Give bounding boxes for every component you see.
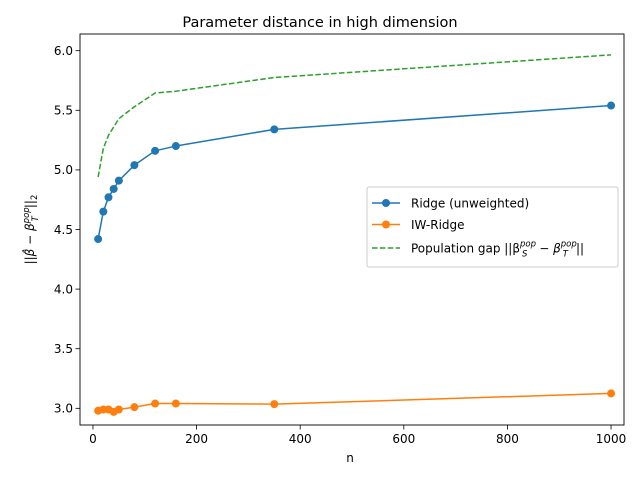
data-point-ridge [114, 176, 123, 185]
legend-item-population-gap: Population gap ||βpop S − βpop T || [372, 240, 584, 260]
legend-label-iw-ridge: IW-Ridge [411, 218, 465, 232]
x-tick-label: 800 [496, 432, 519, 446]
data-point-iw-ridge [130, 403, 139, 412]
data-point-ridge [171, 142, 180, 151]
data-point-ridge [607, 101, 616, 110]
legend: Ridge (unweighted) IW-Ridge Population g… [366, 186, 619, 268]
legend-item-ridge: Ridge (unweighted) [372, 197, 529, 211]
x-tick-label: 200 [185, 432, 208, 446]
y-label-minus: − β [23, 223, 37, 249]
data-point-ridge [94, 235, 103, 244]
y-tick-label: 3.0 [54, 402, 73, 416]
data-point-iw-ridge [270, 400, 279, 409]
y-tick-label: 6.0 [54, 44, 73, 58]
legend-item-iw-ridge: IW-Ridge [372, 218, 465, 232]
data-point-ridge [104, 193, 113, 202]
y-tick-label: 3.5 [54, 342, 73, 356]
data-point-iw-ridge [151, 399, 160, 408]
legend-marker-iw-ridge [382, 220, 390, 229]
data-point-ridge [109, 184, 118, 193]
y-axis: 3.0 3.5 4.0 4.5 5.0 5.5 6.0 [54, 44, 80, 416]
series-line-population-gap [97, 54, 612, 178]
x-tick-label: 400 [289, 432, 312, 446]
y-label-sub: T [31, 215, 41, 221]
data-point-iw-ridge [114, 405, 123, 414]
series-layer [94, 54, 616, 416]
chart-title: Parameter distance in high dimension [182, 15, 457, 31]
y-axis-label: ||β̂ − βpopT||2 [21, 195, 41, 265]
y-tick-label: 4.0 [54, 282, 73, 296]
data-point-iw-ridge [607, 389, 616, 398]
data-point-ridge [270, 125, 279, 134]
y-label-sup: pop [22, 207, 32, 224]
y-tick-label: 5.5 [54, 104, 73, 118]
y-label-beta-hat: β̂ [21, 248, 37, 257]
series-line-ridge [97, 104, 612, 240]
y-label-tail-sub: 2 [30, 195, 40, 200]
y-tick-label: 5.0 [54, 163, 73, 177]
data-point-ridge [151, 146, 160, 155]
y-label-tail: || [23, 200, 37, 208]
x-axis: 0 200 400 600 800 1000 [89, 425, 626, 446]
data-point-ridge [99, 207, 108, 216]
data-point-iw-ridge [171, 399, 180, 408]
legend-box [366, 186, 619, 268]
legend-label-ridge: Ridge (unweighted) [411, 197, 529, 211]
x-tick-label: 1000 [596, 432, 627, 446]
x-tick-label: 0 [89, 432, 97, 446]
y-label-lead: || [23, 256, 37, 264]
y-tick-label: 4.5 [54, 223, 73, 237]
x-tick-label: 600 [392, 432, 415, 446]
x-axis-label: n [346, 451, 354, 465]
legend-marker-ridge [382, 199, 390, 207]
data-point-ridge [130, 161, 139, 170]
legend-label-population-gap: Population gap ||βpop S − βpop T || [411, 240, 584, 260]
